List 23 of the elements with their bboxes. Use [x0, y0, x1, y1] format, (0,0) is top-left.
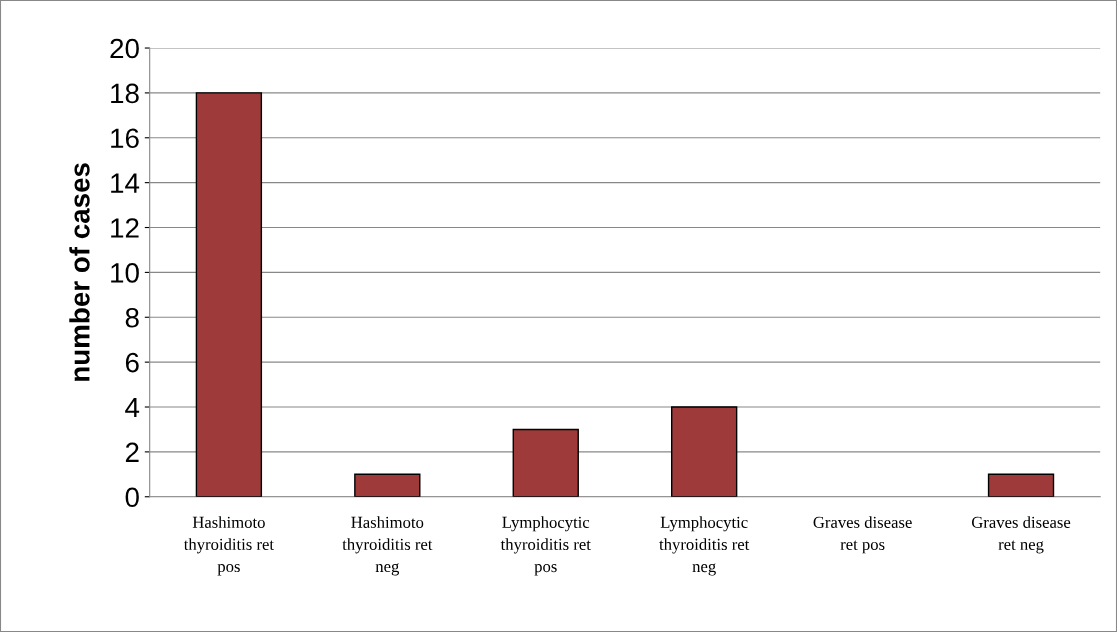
bar [671, 406, 738, 497]
y-tick-label: 8 [125, 307, 139, 328]
x-tick-label: Hashimoto thyroiditis ret neg [342, 516, 433, 576]
y-tick-label: 12 [111, 218, 139, 238]
x-tick-label: Lymphocytic thyroiditis ret neg [659, 516, 750, 576]
x-tick-label: Hashimoto thyroiditis ret pos [183, 516, 274, 576]
y-tick-label: 16 [111, 128, 139, 149]
y-axis-title: number of cases [69, 163, 90, 381]
y-tick-label: 2 [125, 442, 139, 462]
y-tick-label: 18 [111, 83, 139, 104]
y-tick-label: 0 [125, 487, 139, 508]
bar [354, 473, 421, 497]
y-tick-label: 6 [125, 352, 139, 373]
y-tick-label: 14 [111, 173, 140, 193]
y-tick-label: 4 [125, 397, 140, 418]
x-tick-label: Graves disease ret neg [971, 516, 1071, 554]
y-tick-label: 10 [111, 263, 139, 283]
bar [195, 92, 263, 497]
bar [987, 473, 1055, 497]
x-tick-label: Graves disease ret pos [813, 516, 912, 554]
bar [512, 428, 579, 497]
x-tick-label: Lymphocytic thyroiditis ret pos [500, 516, 591, 576]
y-tick-label: 20 [110, 38, 139, 59]
